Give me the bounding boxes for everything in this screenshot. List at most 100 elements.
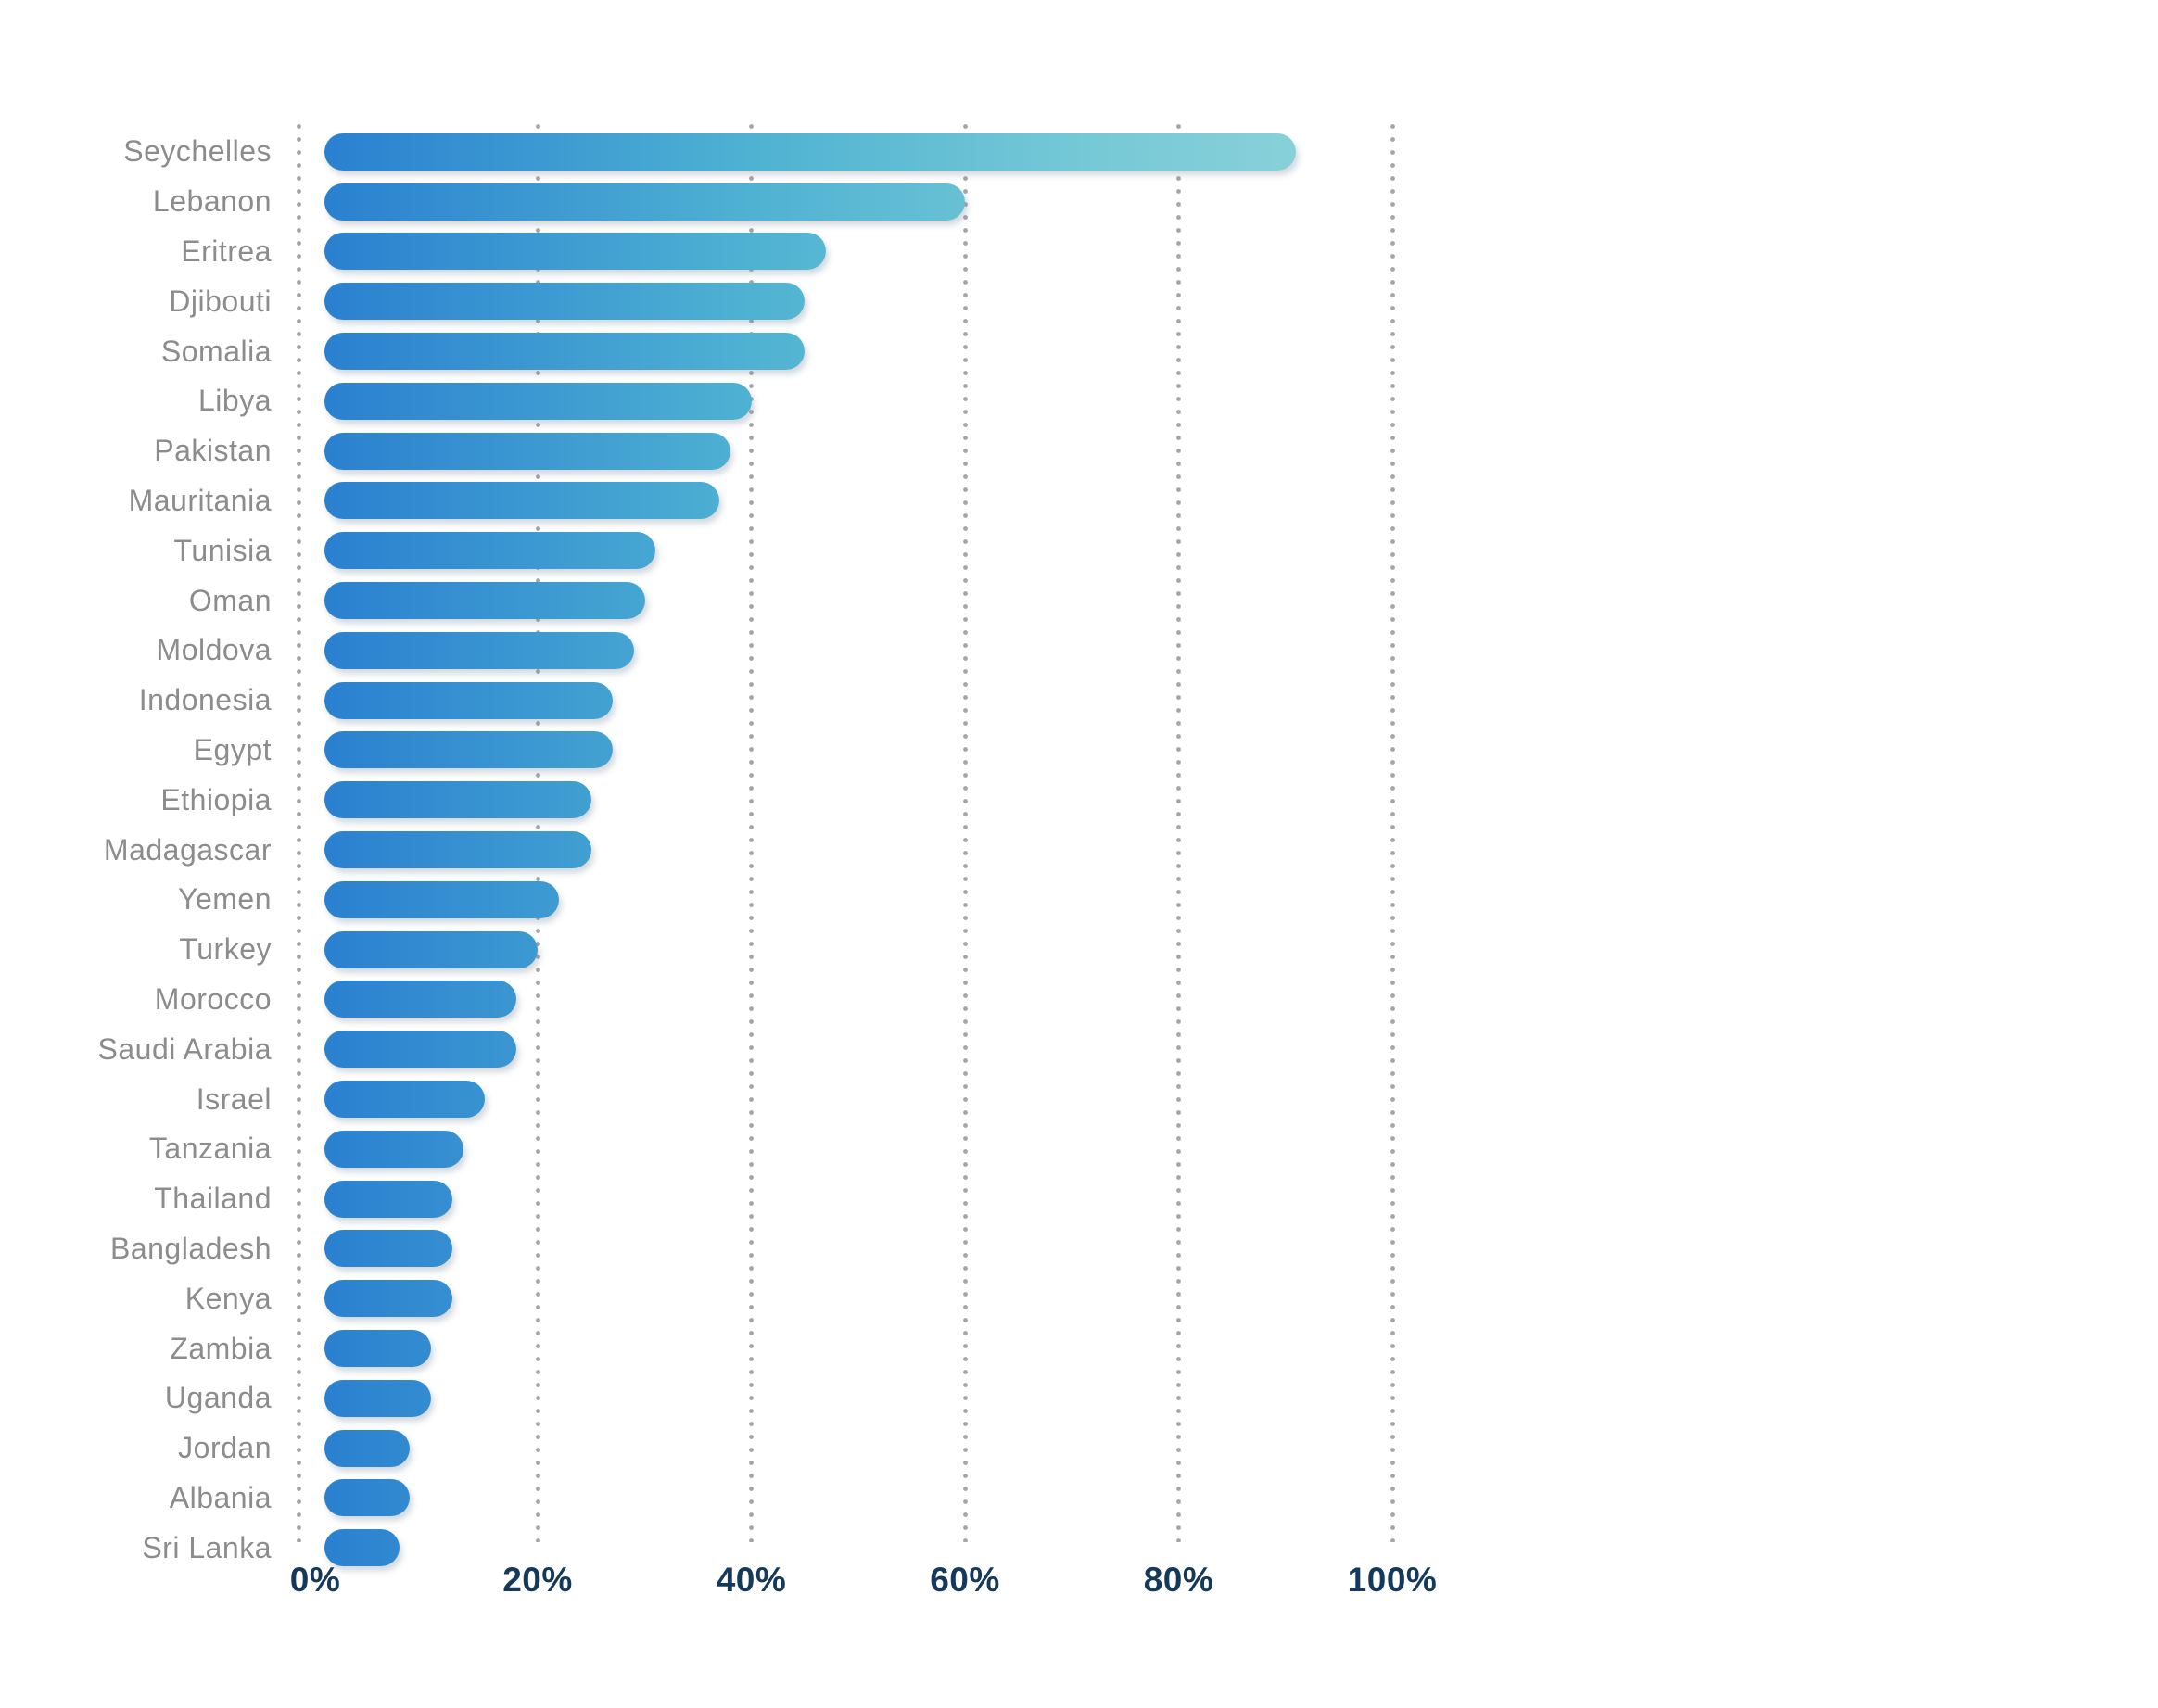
chart-row: Libya [0,376,1393,426]
category-label: Zambia [170,1331,272,1365]
bar [324,482,720,520]
category-label: Pakistan [154,434,272,468]
gridline [749,124,754,1542]
category-label: Jordan [178,1431,272,1465]
bar [324,1429,411,1467]
chart-row: Ethiopia [0,775,1393,825]
chart-row: Zambia [0,1323,1393,1373]
bar-track [324,1479,1392,1517]
bar-track [324,133,1392,171]
bar [324,831,591,869]
bar-track [324,1180,1392,1218]
x-tick-label: 60% [930,1561,1000,1599]
bar [324,681,614,719]
gridline [962,124,968,1542]
bar [324,1479,411,1517]
category-label: Lebanon [152,184,272,219]
category-label: Moldova [156,633,272,667]
bar [324,781,591,819]
category-label: Oman [188,583,272,617]
bar [324,382,752,420]
bar-track [324,731,1392,769]
category-label: Eritrea [181,234,272,268]
bar-track [324,681,1392,719]
x-tick-label: 20% [502,1561,573,1599]
category-label: Somalia [160,334,272,368]
category-label: Kenya [184,1281,272,1315]
x-tick-label: 100% [1347,1561,1438,1599]
bar [324,432,730,470]
bar-track [324,333,1392,371]
bar-track [324,631,1392,669]
bar-track [324,1130,1392,1168]
bar [324,333,806,371]
bar-track [324,582,1392,620]
chart-rows: Seychelles Lebanon Eritrea Djibouti Somalia L… [0,127,1393,1573]
bar-track [324,880,1392,918]
bar-track [324,781,1392,819]
bar [324,631,635,669]
chart-row: Moldova [0,626,1393,676]
category-label: Seychelles [123,134,272,169]
bar-track [324,1529,1392,1567]
chart-row: Tunisia [0,525,1393,576]
bar [324,880,560,918]
bar [324,183,966,221]
bar [324,1081,485,1119]
bar [324,930,539,968]
x-tick-label: 40% [716,1561,787,1599]
bar-track [324,283,1392,321]
bar [324,283,806,321]
category-label: Djibouti [169,284,272,318]
chart-row: Djibouti [0,276,1393,326]
chart-row: Jordan [0,1423,1393,1474]
chart-row: Sri Lanka [0,1523,1393,1573]
bar-track [324,1429,1392,1467]
gridline [1176,124,1181,1542]
chart-row: Israel [0,1074,1393,1124]
category-label: Libya [198,384,272,418]
chart-row: Albania [0,1474,1393,1524]
category-label: Morocco [154,981,272,1016]
bar-track [324,382,1392,420]
category-label: Ethiopia [160,782,272,816]
bar [324,731,614,769]
chart-row: Bangladesh [0,1224,1393,1274]
chart-row: Yemen [0,875,1393,925]
chart-row: Tanzania [0,1124,1393,1174]
category-label: Bangladesh [109,1231,272,1265]
category-label: Sri Lanka [142,1530,272,1564]
bar [324,1280,453,1318]
gridline [296,124,301,1542]
category-label: Tanzania [148,1132,272,1166]
bar-track [324,1031,1392,1069]
chart-row: Turkey [0,925,1393,975]
bar [324,1330,432,1368]
bar [324,582,645,620]
bar [324,1130,463,1168]
category-label: Tunisia [173,533,272,567]
x-tick-label: 0% [289,1561,341,1599]
category-label: Turkey [179,932,272,967]
bar [324,981,517,1018]
bar [324,1230,453,1268]
bar [324,532,656,570]
bar-track [324,981,1392,1018]
category-label: Thailand [154,1182,272,1216]
chart-row: Seychelles [0,127,1393,177]
bar-track [324,1379,1392,1417]
chart-row: Somalia [0,326,1393,376]
chart-row: Thailand [0,1174,1393,1224]
category-label: Egypt [193,732,272,766]
category-label: Yemen [178,882,272,917]
chart-row: Pakistan [0,426,1393,476]
category-label: Mauritania [128,483,272,517]
chart-row: Oman [0,576,1393,626]
chart-row: Madagascar [0,825,1393,875]
bar [324,233,827,271]
chart-row: Lebanon [0,177,1393,227]
bar-track [324,233,1392,271]
gridline [1390,124,1395,1542]
bar-track [324,532,1392,570]
